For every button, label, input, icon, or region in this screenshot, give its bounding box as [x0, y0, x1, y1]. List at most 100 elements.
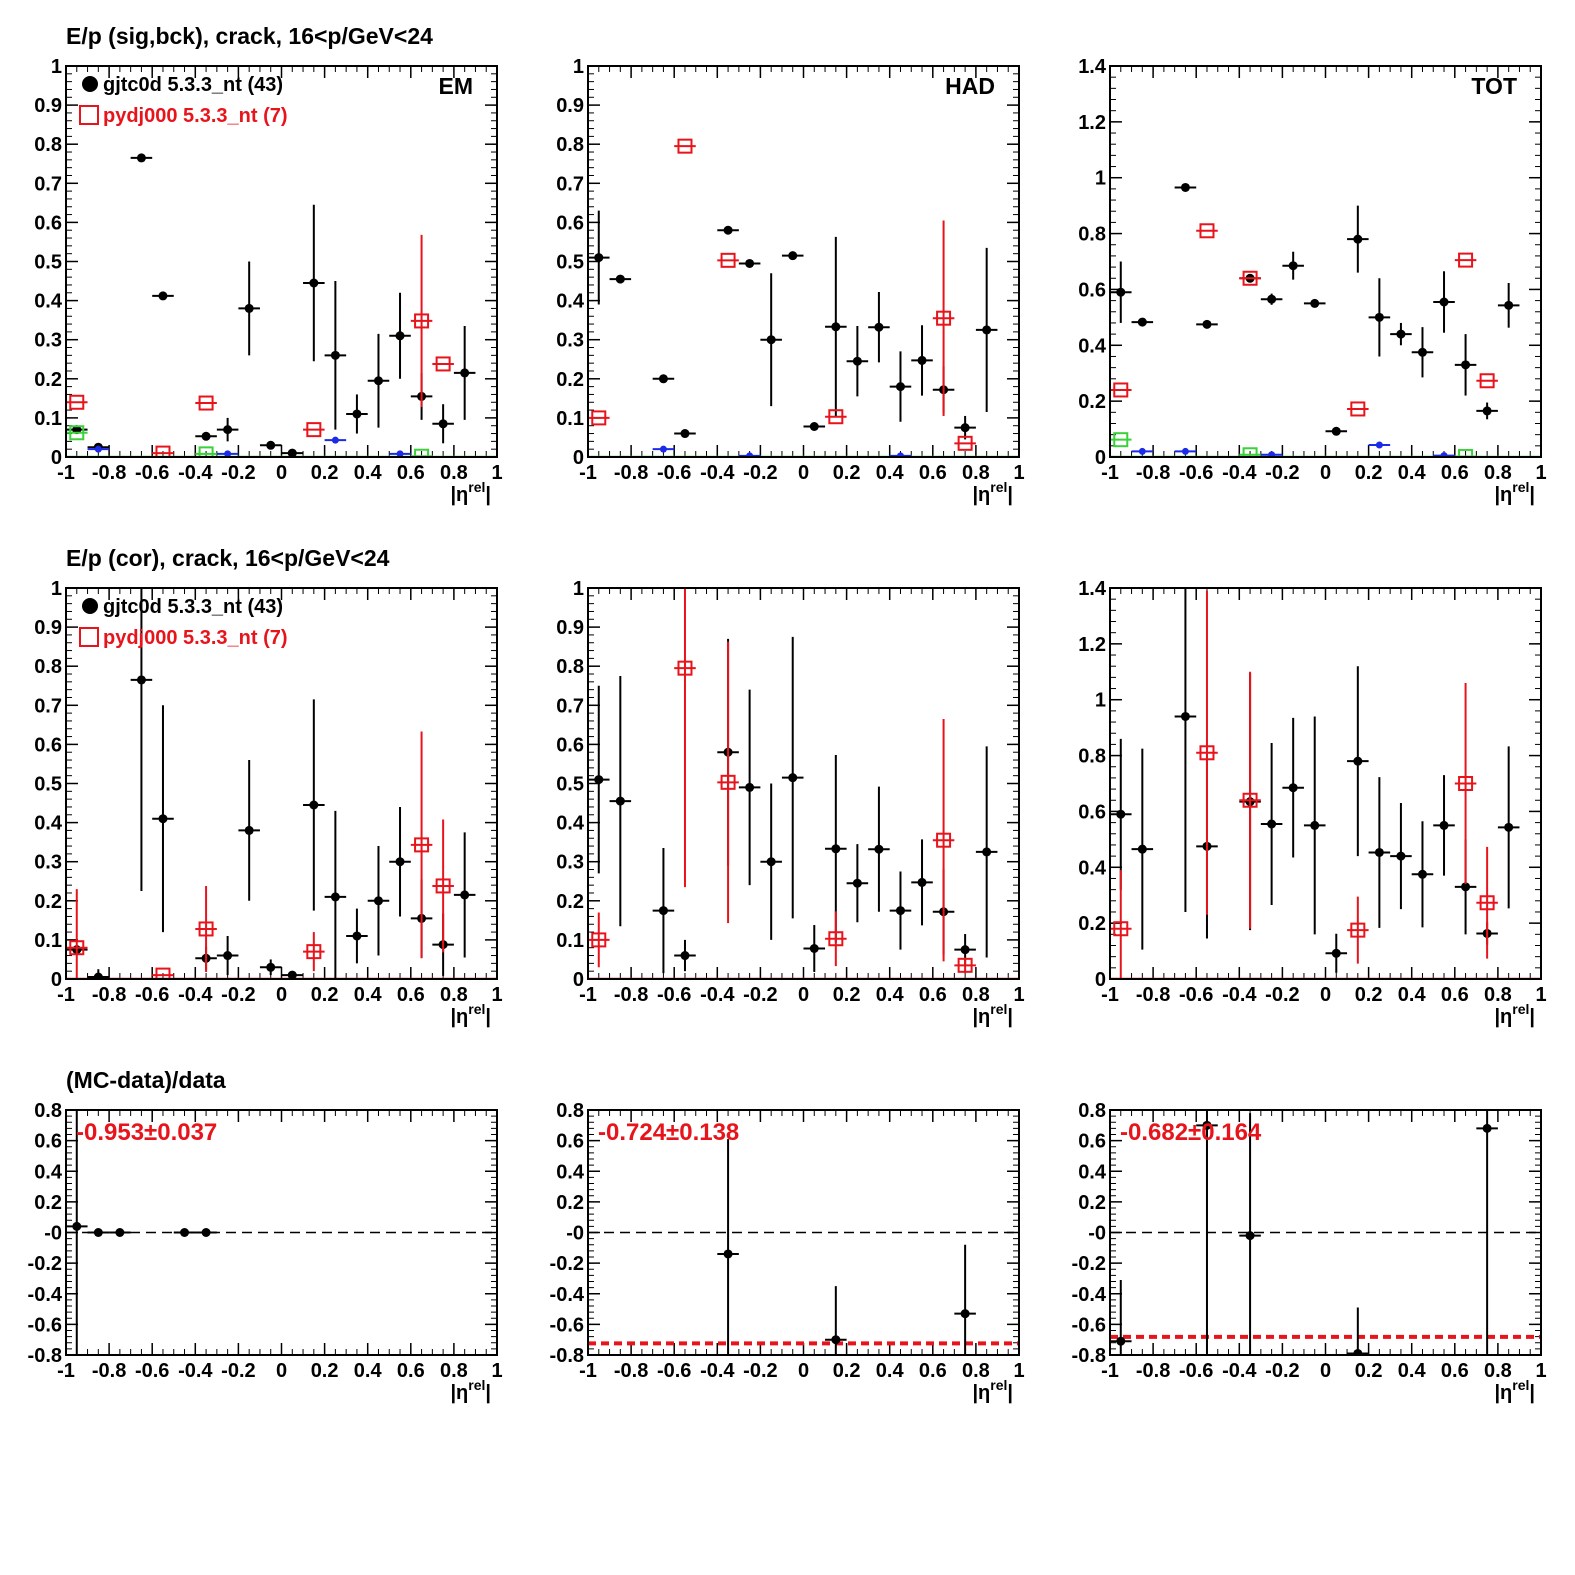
- data-point: [831, 844, 841, 854]
- data-point: [680, 951, 690, 961]
- data-point: [1482, 1123, 1492, 1133]
- data-point: [957, 957, 973, 973]
- data-point: [266, 440, 276, 450]
- y-tick-label: 0.6: [34, 212, 62, 234]
- y-tick-label: 0.2: [1078, 913, 1106, 935]
- data-point: [180, 1228, 190, 1237]
- data-point: [745, 258, 755, 268]
- y-tick-label: 0.3: [34, 330, 62, 352]
- data-point: [917, 877, 927, 887]
- data-point: [1374, 847, 1384, 857]
- x-tick-label: 1: [1013, 1360, 1024, 1382]
- x-tick-label: -0.6: [1179, 1360, 1213, 1382]
- legend-mc-marker: [79, 105, 99, 125]
- x-axis-label-superscript: rel: [468, 1001, 485, 1017]
- data-point: [594, 775, 604, 785]
- x-tick-label: 0.4: [1398, 984, 1427, 1006]
- panel-cor-tot: -1 -0.8 -0.6 -0.4 -0.2 0 0.2 0.4 0.6 0.8 1 0 0.2 0.4 0…: [1078, 578, 1546, 1028]
- x-tick-label: -0.8: [92, 1360, 126, 1382]
- legend-data-marker: [82, 76, 98, 92]
- y-tick-label: 0.4: [556, 813, 585, 835]
- data-point: [1440, 452, 1448, 457]
- x-axis-label: |ηrel|: [972, 479, 1013, 506]
- y-tick-label: 0: [1095, 447, 1106, 469]
- y-tick-label: 0.5: [34, 252, 62, 274]
- y-tick-label: -0: [566, 1223, 584, 1245]
- data-point: [198, 921, 214, 937]
- data-point: [1458, 252, 1474, 268]
- y-tick-label: 0.2: [1078, 1192, 1106, 1214]
- legend-mc-marker: [79, 627, 99, 647]
- panel-cor-had: -1 -0.8 -0.6 -0.4 -0.2 0 0.2 0.4 0.6 0.8 1 0 0.1 0.2 0…: [556, 578, 1024, 1028]
- data-point: [395, 331, 405, 341]
- data-point: [201, 431, 211, 441]
- x-tick-label: -0.6: [135, 1360, 169, 1382]
- panel-frame: [587, 587, 1020, 980]
- legend-data-label: gjtc0d 5.3.3_nt (43): [103, 596, 283, 618]
- y-tick-label: 0.1: [34, 408, 62, 430]
- y-tick-label: 0.1: [34, 930, 62, 952]
- x-tick-label: 0.4: [876, 1360, 905, 1382]
- x-tick-label: 1: [1013, 462, 1024, 484]
- x-axis-label: |ηrel|: [1494, 1377, 1535, 1404]
- y-tick-label: 0.1: [556, 408, 584, 430]
- data-point: [809, 944, 819, 954]
- ratio-annotation: -0.724±0.138: [598, 1119, 739, 1146]
- x-tick-label: -0.4: [178, 1360, 213, 1382]
- x-tick-label: -1: [1101, 984, 1119, 1006]
- y-tick-label: 0.4: [556, 1161, 585, 1183]
- x-tick-label: 0.6: [919, 1360, 947, 1382]
- data-point: [1458, 776, 1474, 791]
- y-tick-label: -0.2: [28, 1253, 62, 1275]
- legend-data-marker: [82, 598, 98, 614]
- data-point: [266, 962, 276, 972]
- data-point: [460, 890, 470, 900]
- data-point: [435, 878, 451, 894]
- x-tick-label: -0.4: [178, 984, 213, 1006]
- panel-frame: [587, 1109, 1020, 1356]
- plot-area: [1110, 1110, 1541, 1355]
- x-axis-label-bar: |: [1007, 1006, 1013, 1028]
- x-axis-label-base: |η: [1494, 484, 1512, 506]
- x-tick-label: -1: [579, 462, 597, 484]
- data-point: [223, 425, 233, 435]
- row-title-signal: E/p (sig,bck), crack, 16<p/GeV<24: [66, 23, 433, 49]
- x-tick-label: 0.2: [311, 984, 339, 1006]
- plot-area: [66, 588, 497, 979]
- x-tick-label: 1: [1535, 984, 1546, 1006]
- y-tick-label: 0.4: [34, 291, 63, 313]
- data-point: [936, 832, 952, 848]
- x-tick-label: 0: [276, 984, 287, 1006]
- data-point: [1479, 373, 1495, 389]
- x-tick-label: 0.8: [962, 462, 990, 484]
- data-point: [936, 310, 952, 326]
- y-tick-label: 0.8: [556, 1100, 584, 1122]
- y-tick-label: 0.2: [34, 369, 62, 391]
- panel-label: EM: [439, 73, 474, 99]
- x-axis-label-bar: |: [485, 1006, 491, 1028]
- data-point: [1350, 401, 1366, 417]
- y-tick-label: 0.7: [34, 173, 62, 195]
- y-tick-label: 0.7: [556, 173, 584, 195]
- x-tick-label: 0.4: [354, 462, 383, 484]
- y-tick-label: -0.8: [1072, 1345, 1106, 1367]
- panel-frame: [1109, 65, 1542, 458]
- y-tick-label: 0.3: [556, 852, 584, 874]
- y-tick-label: 0.8: [556, 134, 584, 156]
- y-tick-label: 0.7: [34, 695, 62, 717]
- data-point: [1479, 895, 1495, 911]
- y-tick-label: 0.5: [556, 774, 584, 796]
- data-point: [828, 931, 844, 947]
- data-point: [831, 1335, 841, 1345]
- x-axis-label-base: |η: [972, 484, 990, 506]
- y-tick-label: 1.2: [1078, 112, 1106, 134]
- data-point: [788, 773, 798, 783]
- x-axis-label-bar: |: [1529, 484, 1535, 506]
- x-axis-label-bar: |: [1007, 484, 1013, 506]
- y-tick-label: 1: [573, 56, 584, 78]
- y-tick-label: 0.6: [556, 212, 584, 234]
- x-tick-label: -0.4: [1222, 1360, 1257, 1382]
- data-point: [72, 1221, 82, 1231]
- data-point: [788, 251, 798, 261]
- y-tick-label: -0.2: [1072, 1253, 1106, 1275]
